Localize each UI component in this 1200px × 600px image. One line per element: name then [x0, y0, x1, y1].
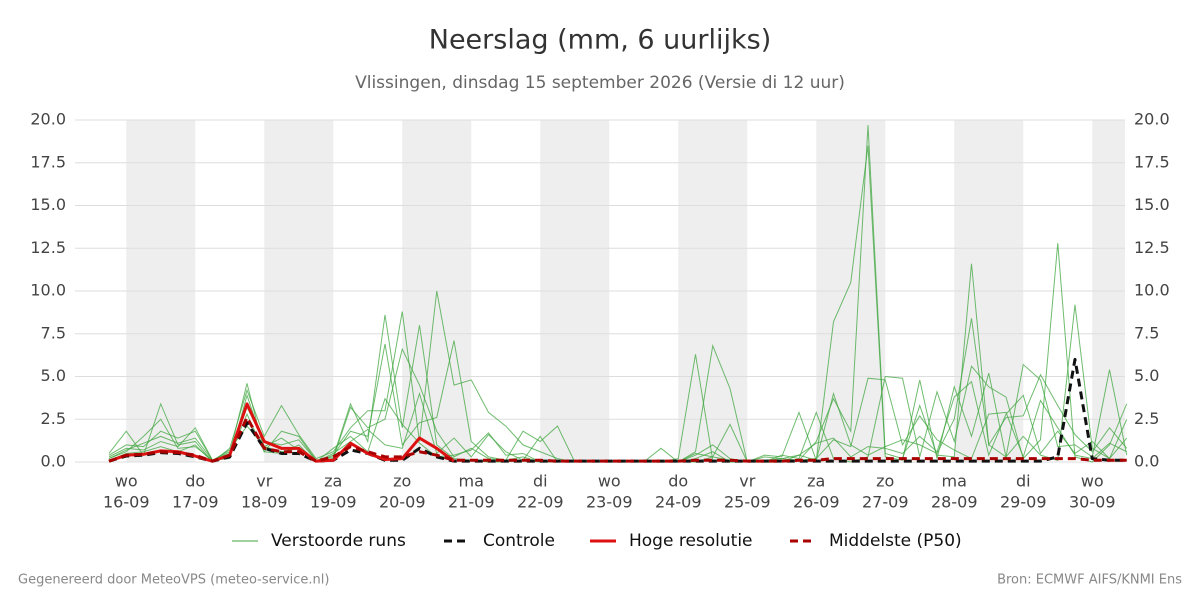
x-tick-label: di: [533, 472, 548, 491]
x-tick-label: wo: [1081, 472, 1104, 491]
x-tick-label: za: [324, 472, 342, 491]
x-tick-label: vr: [256, 472, 272, 491]
y-tick-label-right: 5.0: [1134, 366, 1159, 385]
x-tick-label: 16-09: [103, 493, 150, 512]
x-tick-label: 17-09: [172, 493, 219, 512]
plot-lines: [108, 125, 1128, 463]
x-tick-label: vr: [739, 472, 755, 491]
x-tick-label: 22-09: [517, 493, 564, 512]
legend: Verstoorde runs Controle Hoge resolutie Mid…: [232, 531, 962, 551]
x-tick-label: 23-09: [586, 493, 633, 512]
y-tick-label-right: 20.0: [1134, 110, 1170, 129]
x-tick-label: 18-09: [241, 493, 288, 512]
x-tick-label: 24-09: [655, 493, 702, 512]
y-tick-label-right: 2.5: [1134, 409, 1159, 428]
x-tick-label: 26-09: [793, 493, 840, 512]
x-tick-label: 28-09: [931, 493, 978, 512]
y-tick-label: 15.0: [30, 195, 66, 214]
x-tick-label: zo: [393, 472, 411, 491]
legend-label: Verstoorde runs: [271, 531, 406, 551]
y-tick-label: 17.5: [30, 152, 66, 171]
x-tick-label: zo: [876, 472, 894, 491]
chart-subtitle: Vlissingen, dinsdag 15 september 2026 (V…: [355, 73, 845, 93]
axes: wo 16-09 do 17-09 vr 18-09 za 19-09 zo 20-09 ma 21-…: [30, 110, 1169, 512]
y-tick-label-right: 12.5: [1134, 238, 1170, 257]
y-tick-label-right: 10.0: [1134, 281, 1170, 300]
y-tick-label: 10.0: [30, 281, 66, 300]
y-tick-label: 5.0: [41, 366, 66, 385]
x-tick-label: 21-09: [448, 493, 495, 512]
chart-title: Neerslag (mm, 6 uurlijks): [429, 25, 771, 56]
x-tick-label: di: [1016, 472, 1031, 491]
y-tick-label: 0.0: [41, 452, 66, 471]
y-tick-label-right: 17.5: [1134, 152, 1170, 171]
x-tick-label: 29-09: [1000, 493, 1047, 512]
y-tick-label: 20.0: [30, 110, 66, 129]
series-line: [108, 416, 1127, 463]
x-tick-label: do: [668, 472, 688, 491]
footer-right: Bron: ECMWF AIFS/KNMI Ens: [997, 573, 1182, 588]
x-tick-label: 30-09: [1069, 493, 1116, 512]
x-tick-label: 27-09: [862, 493, 909, 512]
x-tick-label: 20-09: [379, 493, 426, 512]
footer-left: Gegenereerd door MeteoVPS (meteo-service…: [18, 573, 329, 588]
y-tick-label-right: 0.0: [1134, 452, 1159, 471]
x-tick-label: 19-09: [310, 493, 357, 512]
legend-label: Hoge resolutie: [629, 531, 753, 551]
legend-label: Controle: [483, 531, 555, 551]
x-tick-label: wo: [598, 472, 621, 491]
x-tick-label: do: [185, 472, 205, 491]
x-tick-label: za: [807, 472, 825, 491]
x-tick-label: 25-09: [724, 493, 771, 512]
y-tick-label-right: 7.5: [1134, 323, 1159, 342]
y-tick-label-right: 15.0: [1134, 195, 1170, 214]
x-tick-label: ma: [942, 472, 967, 491]
y-tick-label: 12.5: [30, 238, 66, 257]
y-tick-label: 2.5: [41, 409, 66, 428]
x-tick-label: wo: [115, 472, 138, 491]
y-tick-label: 7.5: [41, 323, 66, 342]
legend-label: Middelste (P50): [829, 531, 962, 551]
x-tick-label: ma: [459, 472, 484, 491]
